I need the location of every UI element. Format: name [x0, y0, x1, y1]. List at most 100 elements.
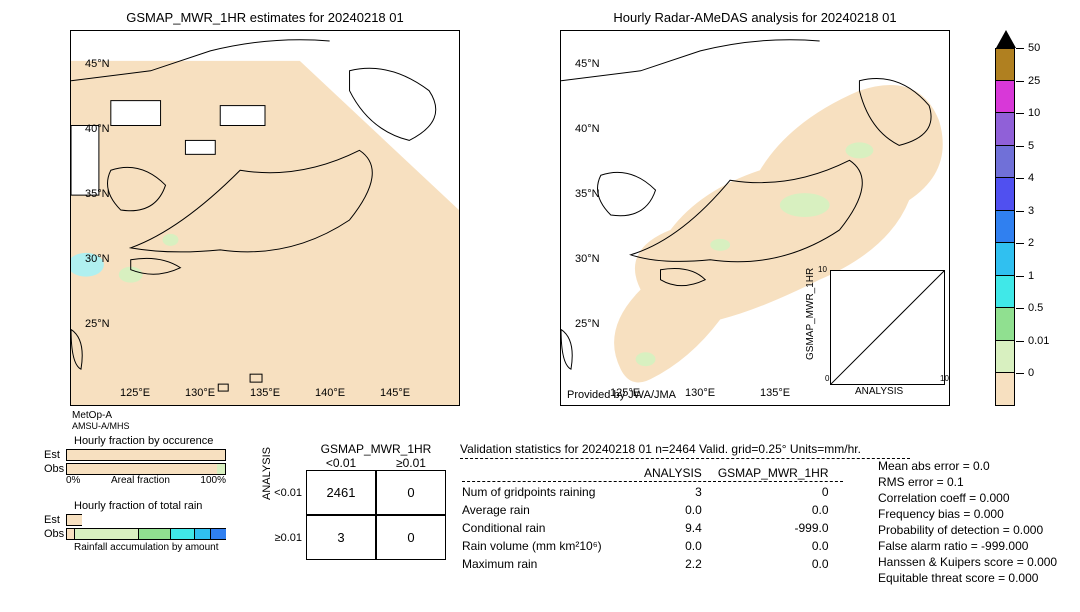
contingency-table: GSMAP_MWR_1HR <0.01 ≥0.01 ANALYSIS <0.01… — [260, 442, 446, 560]
axis-label: Areal fraction — [111, 475, 170, 486]
stats-right: Mean abs error = 0.0RMS error = 0.1Corre… — [878, 458, 1057, 586]
colorbar-segment — [995, 211, 1015, 244]
stat-label: Conditional rain — [462, 520, 642, 536]
fraction-total-rain: Hourly fraction of total rain Est Obs Ra… — [44, 500, 234, 553]
stats-line: Probability of detection = 0.000 — [878, 522, 1057, 538]
colorbar-label: 0 — [1028, 367, 1034, 379]
stats-line: Equitable threat score = 0.000 — [878, 570, 1057, 586]
colorbar-segment — [995, 276, 1015, 309]
stats-line: Mean abs error = 0.0 — [878, 458, 1057, 474]
stat-val-a: 3 — [644, 484, 716, 500]
stats-title: Validation statistics for 20240218 01 n=… — [460, 442, 910, 459]
inset-tick: 10 — [940, 374, 949, 383]
ct-cell: 0 — [376, 470, 446, 515]
stat-label: Rain volume (mm km²10⁶) — [462, 538, 642, 554]
rain-patch — [846, 142, 874, 158]
colorbar-label: 10 — [1028, 107, 1040, 119]
row-label: Est — [44, 449, 66, 461]
stats-line: False alarm ratio = -999.000 — [878, 538, 1057, 554]
lat-tick: 45°N — [85, 58, 110, 70]
lat-tick: 40°N — [85, 123, 110, 135]
obs-bar — [66, 463, 226, 475]
colorbar-label: 4 — [1028, 172, 1034, 184]
colorbar-label: 0.01 — [1028, 335, 1049, 347]
inset-tick: 0 — [825, 374, 829, 383]
ct-row-label: ≥0.01 — [274, 532, 306, 544]
stats-line: RMS error = 0.1 — [878, 474, 1057, 490]
diagonal — [831, 271, 944, 384]
ct-row-label: <0.01 — [274, 487, 306, 499]
est-bar — [66, 514, 226, 526]
col-header: GSMAP_MWR_1HR — [718, 465, 843, 482]
colorbar-segment — [995, 81, 1015, 114]
stat-val-a: 9.4 — [644, 520, 716, 536]
left-map-title: GSMAP_MWR_1HR estimates for 20240218 01 — [70, 10, 460, 25]
stat-val-a: 0.0 — [644, 502, 716, 518]
stat-val-a: 0.0 — [644, 538, 716, 554]
stats-line: Frequency bias = 0.000 — [878, 506, 1057, 522]
footer-label: Rainfall accumulation by amount — [74, 542, 234, 553]
lon-tick: 140°E — [315, 387, 345, 399]
colorbar-segment — [995, 243, 1015, 276]
lon-tick: 135°E — [760, 387, 790, 399]
col-header: ANALYSIS — [644, 465, 716, 482]
stat-val-b: 0.0 — [718, 502, 843, 518]
rain-patch — [780, 193, 830, 217]
hole — [185, 140, 215, 154]
lat-tick: 30°N — [575, 253, 600, 265]
colorbar-label: 3 — [1028, 205, 1034, 217]
stat-label: Average rain — [462, 502, 642, 518]
sat-label: MetOp-A — [72, 410, 112, 421]
stats-block: Validation statistics for 20240218 01 n=… — [460, 442, 910, 574]
stat-val-b: 0 — [718, 484, 843, 500]
inset-xlabel: ANALYSIS — [855, 386, 903, 397]
ct-col-label: <0.01 — [306, 456, 376, 470]
lon-tick: 130°E — [185, 387, 215, 399]
lon-tick: 135°E — [250, 387, 280, 399]
est-bar — [66, 449, 226, 461]
stat-val-b: 0.0 — [718, 538, 843, 554]
colorbar-segment — [995, 178, 1015, 211]
colorbar-label: 50 — [1028, 42, 1040, 54]
lon-tick: 145°E — [380, 387, 410, 399]
ct-header: GSMAP_MWR_1HR — [306, 442, 446, 456]
ct-row-axis: ANALYSIS — [261, 486, 273, 500]
rain-patch — [163, 234, 179, 246]
section-title: Hourly fraction of total rain — [74, 500, 234, 512]
row-label: Obs — [44, 463, 66, 475]
hole — [71, 125, 99, 195]
colorbar-label: 1 — [1028, 270, 1034, 282]
left-map — [70, 30, 460, 406]
lat-tick: 25°N — [85, 318, 110, 330]
colorbar-label: 5 — [1028, 140, 1034, 152]
coast-korea — [598, 172, 656, 215]
lon-tick: 130°E — [685, 387, 715, 399]
colorbar-segment — [995, 48, 1015, 81]
axis-label: 100% — [200, 475, 226, 486]
lat-tick: 40°N — [575, 123, 600, 135]
lat-tick: 45°N — [575, 58, 600, 70]
lat-tick: 25°N — [575, 318, 600, 330]
ct-col-label: ≥0.01 — [376, 456, 446, 470]
lat-tick: 35°N — [575, 188, 600, 200]
fraction-occurrence: Hourly fraction by occurence Est Obs 0% … — [44, 435, 234, 486]
hole — [220, 106, 265, 126]
left-map-svg — [71, 31, 459, 405]
inset-tick: 10 — [818, 265, 827, 274]
lat-tick: 35°N — [85, 188, 110, 200]
stat-label: Num of gridpoints raining — [462, 484, 642, 500]
colorbar-segment — [995, 113, 1015, 146]
section-title: Hourly fraction by occurence — [74, 435, 234, 447]
inset-ylabel: GSMAP_MWR_1HR — [805, 268, 816, 360]
colorbar-label: 2 — [1028, 237, 1034, 249]
ct-cell: 3 — [306, 515, 376, 560]
rain-patch — [636, 352, 656, 366]
coast-taiwan — [561, 329, 572, 369]
stats-line: Correlation coeff = 0.000 — [878, 490, 1057, 506]
rain-patch — [710, 239, 730, 251]
stat-val-a: 2.2 — [644, 556, 716, 572]
row-label: Est — [44, 514, 66, 526]
colorbar-segment — [995, 341, 1015, 374]
lon-tick: 125°E — [120, 387, 150, 399]
stats-table: ANALYSIS GSMAP_MWR_1HR Num of gridpoints… — [460, 463, 845, 574]
